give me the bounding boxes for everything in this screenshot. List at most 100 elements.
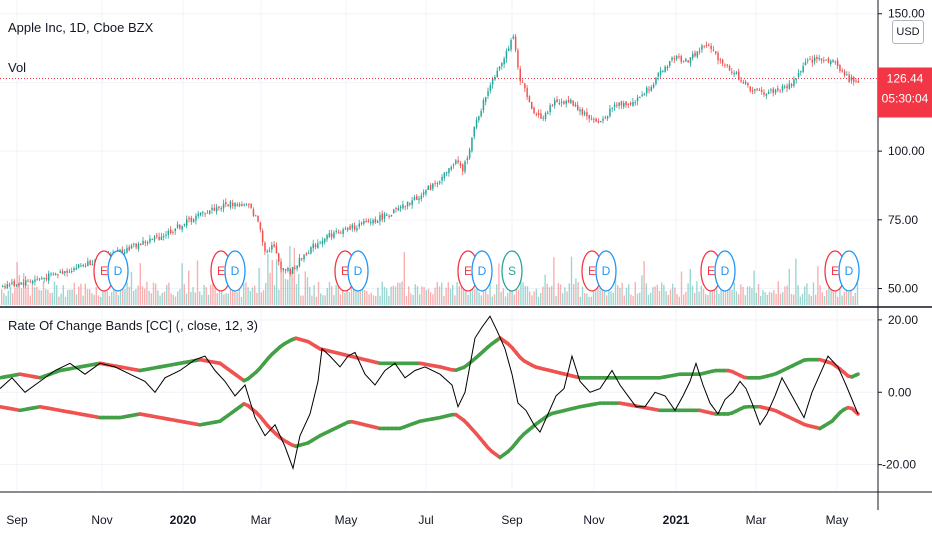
volume-bar [624, 296, 625, 305]
volume-bar [120, 289, 121, 305]
volume-bar [476, 288, 477, 305]
volume-bar [54, 282, 55, 306]
candle-body [18, 284, 20, 286]
volume-bar [531, 295, 532, 305]
volume-bar [69, 290, 70, 305]
candle-body [384, 214, 386, 219]
candle-body [630, 103, 632, 105]
volume-bar [25, 288, 26, 305]
volume-bar [630, 295, 631, 306]
candle-body [549, 105, 551, 112]
candle-body [423, 192, 425, 194]
candle-body [39, 278, 41, 279]
candle-body [356, 228, 358, 230]
candle-body [66, 271, 68, 273]
volume-bar [760, 296, 761, 305]
candle-body [731, 72, 733, 73]
candle-body [276, 246, 278, 254]
volume-bar [247, 287, 248, 305]
volume-bar [549, 287, 550, 305]
currency-button[interactable]: USD [892, 20, 924, 44]
volume-bar [740, 284, 741, 305]
earnings-marker-label: E [831, 264, 839, 278]
volume-bar [456, 282, 457, 305]
candle-body [20, 283, 22, 285]
volume-bar [107, 291, 108, 305]
candle-body [545, 113, 547, 119]
volume-bar [802, 294, 803, 305]
volume-bar [826, 290, 827, 305]
candle-body [191, 218, 193, 222]
candle-body [715, 51, 717, 53]
volume-bar [628, 284, 629, 305]
candle-body [161, 236, 163, 240]
volume-bar [170, 293, 171, 305]
volume-bar [610, 291, 611, 305]
volume-bar [320, 293, 321, 305]
volume-bar [254, 286, 255, 305]
candle-body [786, 86, 788, 88]
volume-bar [373, 295, 374, 305]
candle-body [589, 115, 591, 119]
volume-bar [16, 262, 17, 305]
candle-body [653, 85, 655, 88]
candle-body [752, 90, 754, 91]
volume-bar [49, 293, 50, 305]
volume-bar [384, 287, 385, 305]
volume-bar [595, 291, 596, 305]
volume-bar [434, 288, 435, 306]
time-axis-label-9: Mar [746, 513, 767, 527]
volume-bar [23, 273, 24, 305]
candle-body [789, 84, 791, 89]
volume-bar [813, 282, 814, 305]
volume-bar [577, 282, 578, 305]
candle-body [646, 88, 648, 93]
candle-body [333, 232, 335, 237]
indicator-legend[interactable]: Rate Of Change Bands [CC] (, close, 12, … [8, 318, 258, 333]
volume-bar [322, 295, 323, 305]
volume-bar [100, 297, 101, 305]
symbol-legend[interactable]: Apple Inc, 1D, Cboe BZX [8, 20, 153, 35]
candle-body [812, 60, 814, 63]
volume-bar [269, 273, 270, 305]
volume-bar [571, 257, 572, 305]
candle-body [851, 77, 853, 81]
candle-body [30, 282, 32, 283]
volume-bar [267, 254, 268, 305]
candle-body [398, 208, 400, 210]
candle-body [455, 160, 457, 163]
price-axis-label-3: 75.00 [888, 213, 918, 227]
candle-body [2, 286, 4, 287]
candle-body [7, 284, 9, 288]
candle-body [62, 271, 64, 274]
volume-bar [14, 288, 15, 305]
candle-body [145, 242, 147, 243]
dividend-marker-label: D [721, 264, 730, 278]
candle-body [469, 150, 471, 158]
earnings-marker-label: E [100, 264, 108, 278]
candle-body [667, 67, 669, 69]
volume-bar [533, 291, 534, 305]
candle-body [239, 204, 241, 206]
volume-bar [718, 294, 719, 305]
candle-body [400, 207, 402, 208]
volume-bar [188, 271, 189, 305]
volume-bar [206, 287, 207, 305]
volume-bar [118, 295, 119, 305]
volume-bar [835, 291, 836, 305]
candle-body [655, 77, 657, 84]
candle-body [336, 231, 338, 232]
candle-body [60, 271, 62, 272]
volume-bar [597, 288, 598, 305]
volume-bar [34, 287, 35, 305]
volume-bar [386, 289, 387, 306]
candle-body [547, 113, 549, 114]
volume-legend[interactable]: Vol [8, 60, 26, 75]
candle-body [575, 104, 577, 106]
candle-body [595, 119, 597, 122]
candle-body [543, 118, 545, 119]
volume-bar [668, 295, 669, 305]
volume-bar [822, 292, 823, 305]
candle-body [614, 105, 616, 107]
